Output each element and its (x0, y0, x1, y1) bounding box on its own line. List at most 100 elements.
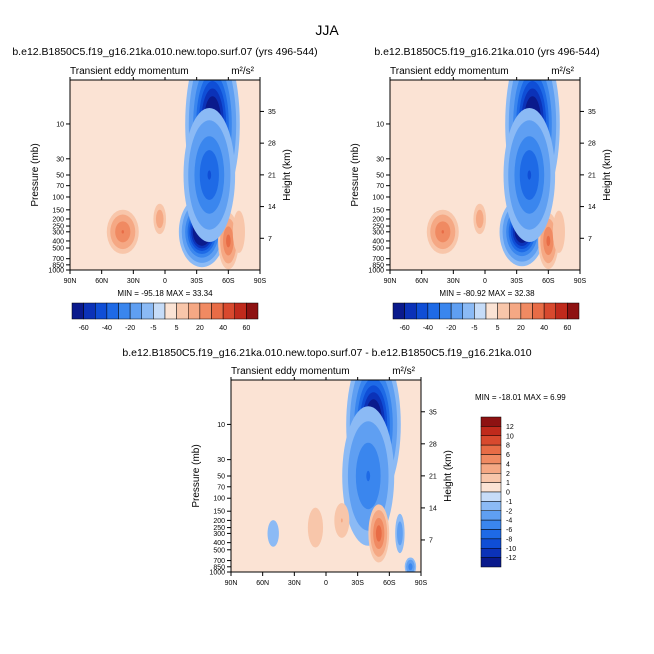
chart-subtitle: Transient eddy momentum (70, 66, 189, 77)
y-tick-label: 100 (52, 194, 64, 201)
x-tick-label: 90S (574, 278, 587, 285)
y-tick-label: 10 (217, 422, 225, 429)
colorbar-label: -20 (446, 325, 456, 332)
y-tick-label: 850 (52, 262, 64, 269)
colorbar-box (188, 302, 201, 320)
colorbar-box (497, 302, 510, 320)
y-tick-label: 500 (52, 246, 64, 253)
colorbar-box (416, 302, 429, 320)
min-max-stats: MIN = -80.92 MAX = 32.38 (439, 289, 535, 298)
y-tick-label: 30 (56, 156, 64, 163)
y-right-tick-label: 14 (268, 204, 276, 211)
y-tick-label: 150 (213, 509, 225, 516)
colorbar-box (427, 302, 440, 320)
y-tick-label: 850 (372, 262, 384, 269)
colorbar-box (532, 302, 545, 320)
y-tick-label: 200 (52, 216, 64, 223)
y-tick-label: 50 (376, 173, 384, 180)
y-tick-label: 30 (217, 457, 225, 464)
y-tick-label: 250 (52, 224, 64, 231)
contour-feature (503, 108, 556, 242)
x-tick-label: 60S (383, 580, 396, 587)
x-tick-label: 0 (163, 278, 167, 285)
y-right-tick-label: 7 (588, 236, 592, 243)
colorbar-box (153, 302, 166, 320)
contour-band (527, 170, 532, 180)
colorbar-label: 40 (219, 325, 227, 332)
y-right-tick-label: 7 (268, 236, 272, 243)
x-tick-label: 90S (254, 278, 267, 285)
contour-band (232, 210, 245, 254)
colorbar-box (509, 302, 522, 320)
contour-band (155, 209, 164, 229)
colorbar-box (392, 302, 405, 320)
colorbar-label: 5 (496, 325, 500, 332)
colorbar-box (462, 302, 475, 320)
y-right-tick-label: 35 (268, 109, 276, 116)
colorbar-box (480, 435, 502, 446)
contour-band (408, 563, 413, 571)
y-right-tick-label: 28 (429, 441, 437, 448)
panel-bottom: b.e12.B1850C5.f19_g16.21ka.010.new.topo.… (122, 347, 566, 587)
colorbar-box (480, 482, 502, 493)
units-label: m²/s² (392, 366, 415, 377)
chart-subtitle: Transient eddy momentum (231, 366, 350, 377)
contour-field (231, 380, 421, 572)
colorbar: -60 -40 -20 -5 5 20 40 60 (392, 302, 580, 332)
y-tick-label: 1000 (209, 570, 225, 577)
colorbar-box (480, 426, 502, 436)
contour-feature (368, 504, 390, 563)
colorbar-box (141, 302, 154, 320)
contour-band (121, 230, 124, 234)
x-tick-label: 60S (222, 278, 235, 285)
y-tick-label: 200 (372, 216, 384, 223)
colorbar-box (222, 302, 235, 320)
colorbar-box (71, 302, 84, 320)
contour-feature (267, 520, 279, 547)
colorbar-box (480, 519, 502, 530)
colorbar-label: 20 (517, 325, 525, 332)
colorbar-box (520, 302, 533, 320)
y-tick-label: 70 (376, 183, 384, 190)
units-label: m²/s² (231, 66, 254, 77)
colorbar-box (567, 302, 580, 320)
contour-band (546, 235, 551, 247)
colorbar-label: -4 (506, 518, 512, 525)
contour-feature (395, 513, 405, 554)
colorbar: -60 -40 -20 -5 5 20 40 60 (71, 302, 259, 332)
y-tick-label: 150 (372, 207, 384, 214)
contour-band (340, 518, 343, 523)
colorbar-box (555, 302, 568, 320)
contour-feature (552, 210, 565, 254)
y-tick-label: 1000 (368, 268, 384, 275)
y-right-tick-label: 14 (588, 204, 596, 211)
y-right-tick-label: 28 (588, 141, 596, 148)
y-tick-label: 700 (213, 558, 225, 565)
contour-feature (106, 209, 139, 254)
figure-title: JJA (315, 22, 339, 38)
colorbar-label: -10 (506, 546, 516, 553)
contour-feature (404, 557, 417, 572)
panel-top-left: b.e12.B1850C5.f19_g16.21ka.010.new.topo.… (12, 46, 317, 332)
y-axis-right-label: Height (km) (602, 149, 613, 201)
x-tick-label: 90N (384, 278, 397, 285)
y-tick-label: 100 (372, 194, 384, 201)
colorbar-box (480, 416, 502, 427)
colorbar-label: -5 (150, 325, 156, 332)
y-right-tick-label: 7 (429, 537, 433, 544)
y-tick-label: 700 (52, 256, 64, 263)
y-tick-label: 150 (52, 207, 64, 214)
colorbar-label: 8 (506, 443, 510, 450)
colorbar-box (480, 529, 502, 540)
y-right-tick-label: 21 (268, 172, 276, 179)
colorbar-label: -60 (400, 325, 410, 332)
y-tick-label: 400 (52, 238, 64, 245)
colorbar-label: 40 (540, 325, 548, 332)
colorbar-box (176, 302, 189, 320)
chart-title: b.e12.B1850C5.f19_g16.21ka.010.new.topo.… (122, 347, 531, 359)
colorbar-label: 2 (506, 471, 510, 478)
colorbar-box (480, 454, 502, 465)
y-tick-label: 70 (56, 183, 64, 190)
min-max-stats: MIN = -95.18 MAX = 33.34 (117, 289, 213, 298)
colorbar-box (474, 302, 487, 320)
